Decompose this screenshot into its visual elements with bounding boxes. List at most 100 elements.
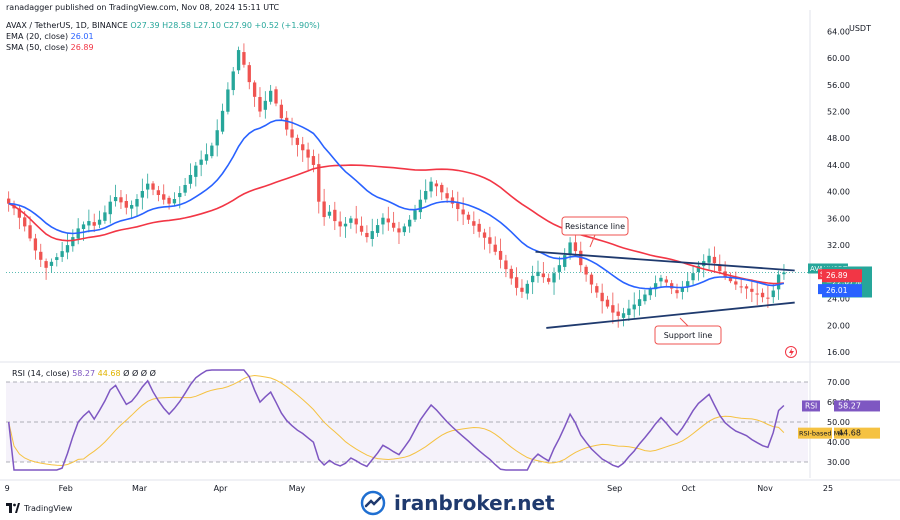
- candle: [381, 217, 385, 225]
- time-tick: Mar: [132, 484, 148, 493]
- candle: [632, 304, 636, 310]
- watermark-text: iranbroker.net: [394, 491, 555, 515]
- candle: [589, 274, 594, 285]
- resistance-trendline[interactable]: [535, 250, 795, 272]
- candle: [734, 281, 738, 285]
- candle: [258, 97, 262, 112]
- footer: TradingView: [6, 503, 72, 513]
- price-tick: 64.00: [827, 27, 850, 36]
- candle: [450, 197, 455, 204]
- rsi-ma-value-badge-text: 44.68: [838, 429, 861, 438]
- price-tick: 52.00: [827, 108, 850, 117]
- candle: [461, 209, 465, 215]
- candle: [718, 264, 722, 272]
- candle: [525, 283, 529, 294]
- candle: [242, 52, 246, 65]
- candle: [605, 299, 610, 307]
- rsi-tick: 70.00: [827, 378, 850, 387]
- candle: [92, 222, 96, 226]
- candle: [755, 293, 759, 295]
- candle: [55, 257, 59, 260]
- rsi-legend: RSI (14, close) 58.27 44.68 Ø Ø Ø Ø: [12, 369, 156, 378]
- candle: [680, 287, 685, 292]
- candle: [311, 156, 316, 165]
- symbol-name: AVAX / TetherUS, 1D, BINANCE: [6, 21, 128, 30]
- candle: [290, 129, 294, 138]
- footer-brand: TradingView: [24, 503, 73, 513]
- candle: [456, 203, 460, 210]
- candle: [338, 221, 342, 227]
- candle: [413, 210, 417, 220]
- candle: [739, 286, 743, 288]
- candle: [269, 90, 273, 102]
- candle: [44, 261, 48, 268]
- watermark: iranbroker.net: [360, 490, 555, 516]
- candle: [498, 250, 503, 260]
- candle: [327, 211, 332, 216]
- rsi-label: RSI (14, close): [12, 369, 70, 378]
- support-trendline[interactable]: [546, 301, 795, 329]
- price-tick: 40.00: [827, 188, 850, 197]
- candle: [49, 261, 54, 266]
- candle: [776, 274, 781, 290]
- candle: [530, 275, 535, 283]
- resistance-annotation-box: [561, 216, 629, 236]
- candle: [563, 255, 567, 267]
- price-tick: 60.00: [827, 54, 850, 63]
- candle: [226, 89, 230, 112]
- candle: [397, 228, 401, 233]
- candle: [247, 65, 251, 83]
- tradingview-logo-icon: [6, 503, 20, 513]
- candle: [322, 201, 326, 218]
- candle: [279, 104, 284, 119]
- ema-value: 26.01: [70, 32, 94, 41]
- candle: [349, 218, 353, 223]
- candle: [472, 221, 476, 226]
- candle: [252, 82, 257, 97]
- candle: [771, 290, 775, 298]
- candle: [653, 283, 658, 290]
- time-tick: Feb: [59, 484, 73, 493]
- candle: [274, 89, 278, 104]
- candle: [782, 272, 786, 275]
- candle: [648, 289, 652, 296]
- candle: [103, 212, 107, 221]
- sma-label: SMA (50, close): [6, 43, 69, 52]
- candle: [600, 292, 604, 302]
- rsi-label-badge: [802, 400, 820, 412]
- candle: [199, 159, 203, 165]
- resistance-annotation-label: Resistance line: [565, 222, 625, 231]
- candle: [285, 117, 289, 130]
- candle: [113, 197, 118, 202]
- candle: [370, 231, 374, 240]
- sma-value: 26.89: [70, 43, 94, 52]
- lightning-icon[interactable]: [785, 346, 797, 358]
- support-annotation-label: Support line: [664, 331, 713, 340]
- candle: [333, 209, 337, 222]
- candle: [65, 245, 70, 253]
- candle: [659, 277, 663, 282]
- price-tick: 36.00: [827, 214, 850, 223]
- candle: [434, 183, 439, 187]
- candle: [664, 279, 668, 283]
- price-tick: 48.00: [827, 134, 850, 143]
- candle: [621, 313, 626, 318]
- candle: [408, 219, 412, 227]
- candle: [386, 218, 390, 223]
- candle: [509, 268, 513, 279]
- candle: [760, 292, 765, 298]
- time-tick: 25: [823, 484, 833, 493]
- candle: [691, 273, 695, 281]
- rsi-tick: 50.00: [827, 418, 850, 427]
- candle: [552, 273, 556, 283]
- candle: [33, 238, 38, 251]
- candle: [167, 197, 171, 204]
- candle: [707, 255, 711, 263]
- candle: [343, 223, 348, 227]
- candle: [140, 191, 144, 198]
- candle: [584, 266, 588, 275]
- candle: [568, 242, 572, 256]
- candle: [637, 299, 642, 306]
- iranbroker-logo-icon: [360, 490, 386, 516]
